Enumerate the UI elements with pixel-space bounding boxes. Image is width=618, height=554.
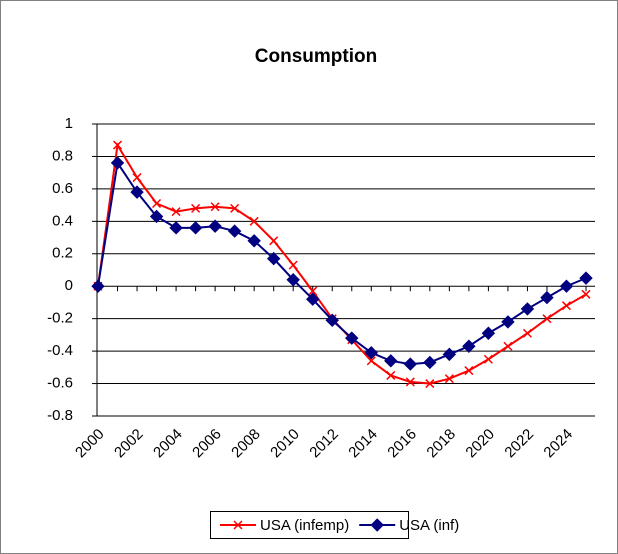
marker-x (366, 356, 376, 366)
marker-diamond (169, 221, 183, 235)
y-tick-label: 0 (65, 277, 73, 294)
marker-x (308, 286, 318, 296)
marker-x (444, 374, 454, 384)
marker-x (230, 203, 240, 213)
marker-x (288, 260, 298, 270)
marker-diamond (188, 221, 203, 235)
y-tick-label: -0.2 (47, 310, 73, 327)
marker-x (425, 379, 435, 389)
marker-diamond (149, 209, 164, 224)
marker-x (581, 289, 591, 299)
marker-diamond (423, 355, 437, 370)
marker-diamond (403, 357, 418, 371)
marker-x (132, 173, 142, 183)
legend-label: USA (infemp) (260, 517, 349, 534)
marker-diamond (345, 331, 359, 345)
marker-diamond (91, 279, 105, 293)
y-tick-label: 0.4 (52, 212, 73, 229)
marker-x (561, 301, 572, 311)
marker-x (112, 140, 123, 150)
marker-x (522, 328, 532, 338)
marker-x (249, 216, 259, 226)
marker-x (269, 236, 279, 246)
marker-x (405, 377, 415, 387)
marker-x (386, 370, 396, 380)
marker-diamond (247, 234, 261, 248)
y-tick-label: 0.6 (52, 180, 73, 197)
marker-diamond (130, 185, 144, 199)
marker-diamond (370, 518, 384, 532)
marker-diamond (442, 347, 457, 362)
marker-x (503, 341, 513, 351)
marker-diamond (501, 315, 515, 329)
marker-diamond (559, 279, 574, 293)
y-tick-label: -0.6 (47, 375, 73, 392)
legend: USA (infemp) USA (inf) (210, 511, 459, 539)
chart-title: Consumption (255, 46, 377, 67)
marker-x (464, 366, 474, 376)
marker-x (233, 520, 243, 530)
y-tick-label: 0.2 (52, 245, 73, 262)
legend-label: USA (inf) (399, 517, 459, 534)
y-tick-label: -0.8 (47, 407, 73, 424)
marker-x (152, 198, 162, 209)
marker-x (191, 203, 201, 213)
marker-diamond (481, 326, 496, 340)
marker-diamond (540, 290, 554, 305)
marker-diamond (110, 156, 125, 170)
y-tick-label: -0.4 (47, 342, 73, 359)
y-tick-label: 0.8 (52, 147, 73, 164)
marker-x (210, 202, 220, 212)
marker-diamond (286, 273, 300, 287)
marker-diamond (579, 271, 593, 285)
marker-x (542, 314, 552, 324)
marker-x (483, 354, 493, 364)
marker-diamond (306, 292, 320, 306)
marker-diamond (266, 251, 281, 266)
marker-diamond (364, 346, 378, 360)
marker-x (171, 207, 181, 217)
marker-diamond (520, 302, 535, 316)
y-tick-label: 1 (65, 115, 73, 132)
marker-diamond (462, 339, 476, 353)
marker-diamond (325, 313, 339, 327)
marker-diamond (227, 224, 242, 238)
marker-diamond (384, 354, 398, 368)
marker-diamond (208, 219, 222, 233)
